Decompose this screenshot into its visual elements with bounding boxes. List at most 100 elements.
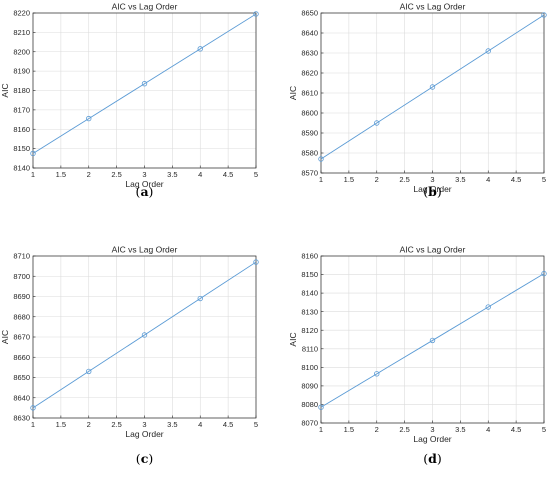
y-axis-label: AIC bbox=[288, 86, 298, 100]
y-tick-label: 8680 bbox=[13, 312, 30, 321]
y-tick-label: 8090 bbox=[301, 381, 318, 390]
x-tick-label: 3.5 bbox=[167, 420, 177, 429]
x-tick-label: 1.5 bbox=[56, 170, 66, 179]
data-point bbox=[541, 12, 547, 18]
data-point bbox=[30, 405, 36, 411]
data-point bbox=[485, 48, 491, 54]
x-tick-label: 5 bbox=[254, 420, 258, 429]
chart-title: AIC vs Lag Order bbox=[400, 2, 466, 12]
x-tick-label: 4.5 bbox=[223, 170, 233, 179]
panel-label: (b) bbox=[423, 184, 442, 199]
x-tick-label: 3 bbox=[430, 175, 434, 184]
x-tick-label: 4 bbox=[198, 420, 202, 429]
y-tick-label: 8150 bbox=[301, 270, 318, 279]
y-tick-label: 8630 bbox=[13, 414, 30, 423]
series-line bbox=[320, 14, 545, 160]
data-point bbox=[86, 368, 92, 375]
data-point bbox=[197, 46, 203, 52]
y-axis-label: AIC bbox=[0, 83, 10, 97]
y-tick-label: 8640 bbox=[13, 393, 30, 402]
y-tick-label: 8170 bbox=[13, 105, 30, 114]
data-point bbox=[86, 115, 92, 122]
chart-panel-1: 1 1.5 2 2.5 3 3.5 4 4.5 5 8140 8150 8160 8170 8180 819… bbox=[0, 2, 259, 199]
y-tick-label: 8590 bbox=[301, 129, 318, 138]
y-tick-label: 8120 bbox=[301, 326, 318, 335]
y-tick-label: 8160 bbox=[13, 125, 30, 134]
y-tick-label: 8690 bbox=[13, 292, 30, 301]
panel-label: (d) bbox=[423, 451, 442, 466]
data-point bbox=[541, 270, 547, 277]
x-tick-label: 4.5 bbox=[511, 425, 521, 434]
x-tick-label: 2.5 bbox=[111, 170, 121, 179]
x-axis-label: Lag Order bbox=[413, 184, 451, 194]
x-tick-label: 5 bbox=[542, 425, 546, 434]
y-tick-label: 8570 bbox=[301, 169, 318, 178]
data-point bbox=[429, 84, 436, 90]
chart-panel-2: 1 1.5 2 2.5 3 3.5 4 4.5 5 8570 8580 8590 8600 8610 862… bbox=[288, 2, 547, 199]
x-tick-label: 2 bbox=[375, 425, 379, 434]
y-tick-label: 8670 bbox=[13, 333, 30, 342]
x-tick-label: 2.5 bbox=[111, 420, 121, 429]
data-point bbox=[318, 404, 324, 410]
x-tick-label: 3 bbox=[142, 420, 146, 429]
y-tick-label: 8140 bbox=[13, 164, 30, 173]
y-tick-label: 8610 bbox=[301, 89, 318, 98]
data-point bbox=[141, 332, 148, 338]
y-tick-label: 8710 bbox=[13, 252, 30, 261]
y-tick-label: 8110 bbox=[302, 344, 318, 353]
x-tick-label: 2.5 bbox=[399, 175, 409, 184]
chart-title: AIC vs Lag Order bbox=[112, 245, 178, 255]
y-tick-label: 8160 bbox=[301, 252, 318, 261]
y-tick-label: 8660 bbox=[13, 353, 30, 362]
x-tick-label: 1.5 bbox=[344, 175, 354, 184]
data-point bbox=[253, 11, 259, 17]
x-tick-label: 4.5 bbox=[223, 420, 233, 429]
y-tick-label: 8150 bbox=[13, 144, 30, 153]
x-tick-label: 4.5 bbox=[511, 175, 521, 184]
series-line bbox=[320, 273, 545, 408]
y-tick-label: 8140 bbox=[301, 289, 318, 298]
chart-title: AIC vs Lag Order bbox=[112, 2, 178, 12]
y-tick-label: 8650 bbox=[301, 9, 318, 18]
data-point bbox=[374, 371, 380, 377]
y-tick-label: 8080 bbox=[301, 400, 318, 409]
y-tick-label: 8070 bbox=[301, 419, 318, 428]
chart-panel-3: 1 1.5 2 2.5 3 3.5 4 4.5 5 8630 8640 8650 8660 8670 868… bbox=[0, 245, 259, 466]
x-tick-label: 1 bbox=[31, 420, 35, 429]
y-tick-label: 8200 bbox=[13, 47, 30, 56]
data-point bbox=[30, 150, 36, 157]
y-tick-label: 8600 bbox=[301, 109, 318, 118]
y-tick-label: 8700 bbox=[13, 272, 30, 281]
y-axis-label: AIC bbox=[288, 332, 298, 346]
data-point bbox=[429, 337, 436, 344]
x-tick-label: 2 bbox=[87, 420, 91, 429]
series-line bbox=[32, 13, 257, 154]
y-tick-label: 8100 bbox=[301, 363, 318, 372]
y-tick-label: 8640 bbox=[301, 29, 318, 38]
panel-label: (a) bbox=[136, 184, 154, 199]
x-tick-label: 1 bbox=[319, 425, 323, 434]
y-tick-label: 8630 bbox=[301, 49, 318, 58]
series-line bbox=[32, 261, 257, 409]
x-tick-label: 4 bbox=[198, 170, 202, 179]
chart-title: AIC vs Lag Order bbox=[400, 245, 466, 255]
x-tick-label: 1.5 bbox=[56, 420, 66, 429]
y-tick-label: 8620 bbox=[301, 69, 318, 78]
axes-box bbox=[32, 255, 257, 419]
y-tick-label: 8650 bbox=[13, 373, 30, 382]
x-axis-label: Lag Order bbox=[125, 429, 163, 439]
data-point bbox=[141, 81, 148, 87]
axes-box bbox=[320, 255, 545, 424]
data-point bbox=[374, 120, 380, 126]
chart-panel-4: 1 1.5 2 2.5 3 3.5 4 4.5 5 8070 8080 8090 8100 8110 812… bbox=[288, 245, 547, 466]
axes-box bbox=[320, 12, 545, 174]
y-tick-label: 8180 bbox=[13, 86, 30, 95]
x-tick-label: 4 bbox=[486, 425, 490, 434]
x-tick-label: 5 bbox=[254, 170, 258, 179]
x-tick-label: 1.5 bbox=[344, 425, 354, 434]
x-tick-label: 1 bbox=[31, 170, 35, 179]
x-tick-label: 2 bbox=[87, 170, 91, 179]
x-tick-label: 4 bbox=[486, 175, 490, 184]
